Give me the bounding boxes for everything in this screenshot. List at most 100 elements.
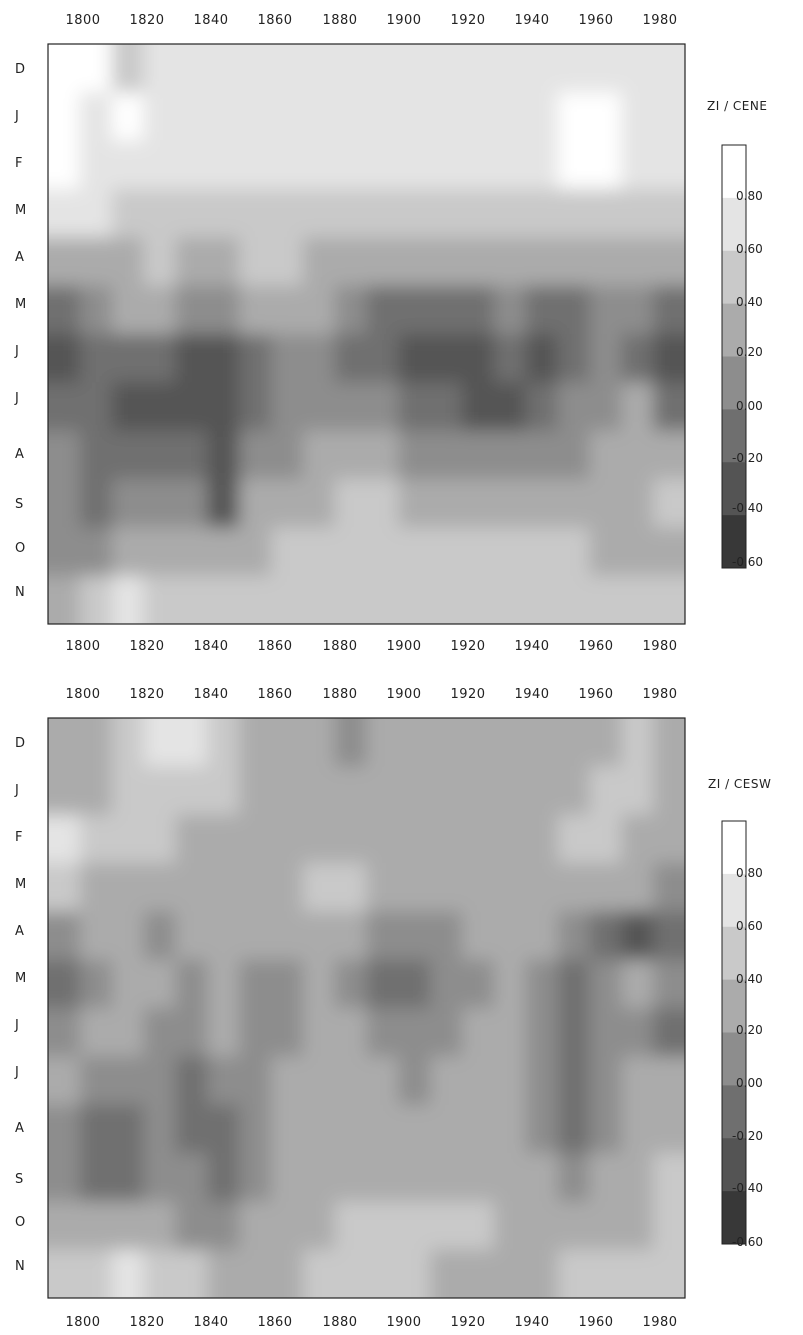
heatmap-cell [207,1008,241,1058]
heatmap-cell [525,189,559,239]
heatmap-cell [557,911,591,961]
heatmap-cell [430,814,464,864]
heatmap-cell [398,527,432,577]
legend-frame [721,820,747,1245]
heatmap-cell [111,1201,145,1251]
heatmap-cell [557,575,591,624]
heatmap-cell [430,1153,464,1203]
heatmap-cell [143,718,177,768]
heatmap-cell [653,334,685,384]
heatmap-cell [111,766,145,816]
heatmap-cell [589,430,623,480]
heatmap-cell [493,1104,527,1154]
heatmap-cell [175,140,209,190]
heatmap-cell [366,863,400,913]
heatmap-cell [462,575,495,624]
heatmap-cell [207,1249,241,1298]
heatmap-cell [557,718,591,768]
heatmap-cell [557,1056,591,1106]
heatmap-cell [207,479,241,529]
heatmap-cell [334,1249,368,1298]
heatmap-cell [525,334,559,384]
heatmap-cell [398,863,432,913]
heatmap-cell [366,237,400,287]
heatmap-cell [334,1008,368,1058]
heatmap-cell [589,1056,623,1106]
heatmap-cell [143,527,177,577]
legend-swatch [722,409,746,463]
heatmap-cell [462,1153,495,1203]
heatmap-cell [398,718,432,768]
heatmap-cell [653,863,685,913]
heatmap-cell [79,814,113,864]
legend-label: 0.20 [736,1023,763,1037]
heatmap-cell [557,766,591,816]
heatmap-cell [430,718,464,768]
legend-swatch [722,145,746,199]
heatmap-cell [207,92,241,142]
heatmap-cell [621,140,655,190]
legend-swatch [722,197,746,252]
month-label: J [14,1018,19,1033]
heatmap-cell [48,1056,81,1106]
heatmap-cell [525,814,559,864]
heatmap-cell [79,430,113,480]
legend-label: 0.20 [736,345,763,359]
month-label: A [15,447,24,462]
heatmap-cell [557,92,591,142]
tick-label: 1920 [450,639,485,654]
heatmap-cell [653,189,685,239]
tick-label: 1860 [257,13,292,28]
heatmap-cell [111,479,145,529]
heatmap-cell [334,237,368,287]
heatmap-cell [302,140,336,190]
month-label: F [15,156,22,171]
heatmap-cell [79,718,113,768]
heatmap-cell [207,766,241,816]
legend-label: 0.60 [736,242,763,256]
heatmap-cell [525,863,559,913]
heatmap-cell [653,814,685,864]
heatmap-cell [493,1153,527,1203]
month-label: S [15,497,23,512]
heatmap-cell [557,479,591,529]
tick-label: 1840 [193,1315,228,1330]
heatmap-cell [525,1249,559,1298]
heatmap-cell [302,766,336,816]
heatmap-cell [653,1056,685,1106]
heatmap-cell [175,334,209,384]
heatmap-cell [111,911,145,961]
heatmap-cell [462,959,495,1009]
tick-label: 1860 [257,1315,292,1330]
heatmap-cell [302,863,336,913]
heatmap-cell [621,285,655,335]
heatmap-cell [430,140,464,190]
heatmap-cell [207,285,241,335]
heatmap-cell [270,1104,304,1154]
heatmap-cell [589,1249,623,1298]
heatmap-cell [175,479,209,529]
heatmap-cell [207,1056,241,1106]
month-label: M [15,971,26,986]
heatmap-cell [525,527,559,577]
heatmap-cell [302,479,336,529]
heatmap-cell [653,479,685,529]
heatmap-cell [557,237,591,287]
heatmap-cell [48,814,81,864]
heatmap-cell [557,140,591,190]
heatmap-cell [48,92,81,142]
plot-frame [47,43,686,625]
heatmap-cell [398,479,432,529]
heatmap-cell [79,237,113,287]
tick-label: 1900 [386,687,421,702]
heatmap-cell [302,334,336,384]
heatmap-cell [48,382,81,432]
heatmap-cell [398,911,432,961]
heatmap-cell [79,44,113,94]
heatmap-cell [430,1056,464,1106]
heatmap-cell [334,430,368,480]
heatmap-cell [207,814,241,864]
heatmap-cell [462,1104,495,1154]
heatmap-cell [462,92,495,142]
